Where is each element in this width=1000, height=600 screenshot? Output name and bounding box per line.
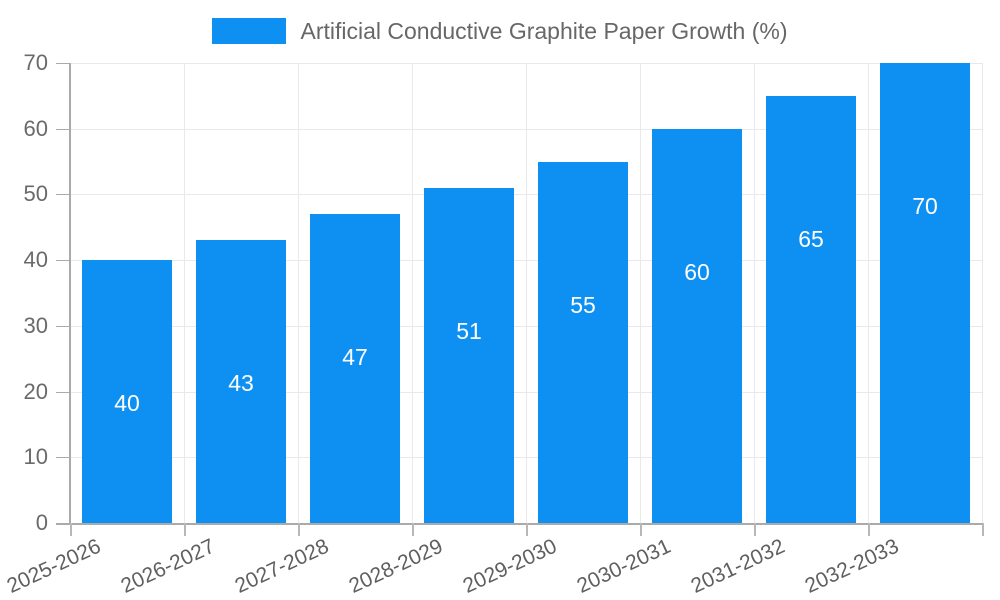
y-axis-tick — [56, 194, 69, 196]
y-axis-tick-label: 70 — [23, 50, 48, 75]
y-axis-tick-label: 50 — [23, 181, 48, 207]
bar-value-label: 40 — [114, 390, 140, 417]
bar-value-label: 43 — [228, 370, 254, 397]
bar[interactable]: 65 — [765, 95, 857, 523]
gridline-vertical — [754, 63, 755, 523]
bar-value-label: 51 — [456, 317, 482, 344]
legend-item-series-1[interactable]: Artificial Conductive Graphite Paper Gro… — [212, 17, 788, 44]
gridline-vertical — [412, 63, 413, 523]
x-axis-tick — [184, 523, 186, 536]
y-axis-tick — [56, 260, 69, 262]
gridline-vertical — [526, 63, 527, 523]
y-axis-tick — [56, 128, 69, 130]
y-axis-line — [69, 63, 71, 524]
x-axis-tick — [70, 523, 72, 536]
x-axis-tick — [868, 523, 870, 536]
x-axis-tick — [640, 523, 642, 536]
x-axis-tick — [754, 523, 756, 536]
legend-item-label: Artificial Conductive Graphite Paper Gro… — [300, 17, 788, 44]
x-axis-tick — [412, 523, 414, 536]
x-axis-tick — [298, 523, 300, 536]
y-axis-tick-label: 30 — [23, 312, 48, 338]
y-axis-tick — [56, 457, 69, 459]
gridline-vertical — [868, 63, 869, 523]
x-axis-tick-label: 2028-2029 — [345, 534, 447, 598]
y-axis-tick — [56, 325, 69, 327]
x-axis-tick — [982, 523, 984, 536]
x-axis-tick-label: 2025-2026 — [3, 534, 105, 598]
x-axis-line — [56, 523, 982, 525]
x-axis-tick-label: 2032-2033 — [801, 534, 903, 598]
gridline-vertical — [982, 63, 983, 523]
bar-value-label: 65 — [798, 225, 824, 252]
plot-area: 40 43 47 51 55 60 65 70 — [70, 63, 983, 523]
y-axis-tick-label: 10 — [23, 444, 48, 470]
bar-value-label: 60 — [684, 258, 710, 285]
x-axis-tick-label: 2029-2030 — [459, 534, 561, 598]
chart-legend: Artificial Conductive Graphite Paper Gro… — [0, 14, 1000, 48]
bar-value-label: 47 — [342, 344, 368, 371]
y-axis-tick-label: 0 — [35, 510, 48, 535]
x-axis-tick-label: 2026-2027 — [117, 534, 219, 598]
bar-value-label: 70 — [912, 193, 938, 219]
bar-value-label: 55 — [570, 291, 596, 318]
bar[interactable]: 60 — [651, 128, 743, 523]
bar[interactable]: 43 — [195, 240, 287, 523]
gridline-vertical — [184, 63, 185, 523]
x-axis-tick-label: 2030-2031 — [573, 534, 675, 598]
y-axis-tick — [56, 63, 69, 64]
bar[interactable]: 51 — [423, 187, 515, 523]
bar[interactable]: 40 — [81, 260, 173, 523]
y-axis-tick-label: 40 — [23, 247, 48, 273]
bar[interactable]: 55 — [537, 161, 629, 523]
gridline-vertical — [640, 63, 641, 523]
y-axis-tick — [56, 391, 69, 393]
x-axis-tick — [526, 523, 528, 536]
bar[interactable]: 47 — [309, 214, 401, 523]
bar[interactable]: 70 — [879, 63, 971, 523]
legend-color-swatch-icon — [212, 18, 287, 44]
y-axis-tick-label: 60 — [23, 115, 48, 141]
gridline-vertical — [298, 63, 299, 523]
x-axis-tick-label: 2027-2028 — [231, 534, 333, 598]
x-axis-tick-label: 2031-2032 — [687, 534, 789, 598]
y-axis-tick-label: 20 — [23, 378, 48, 404]
